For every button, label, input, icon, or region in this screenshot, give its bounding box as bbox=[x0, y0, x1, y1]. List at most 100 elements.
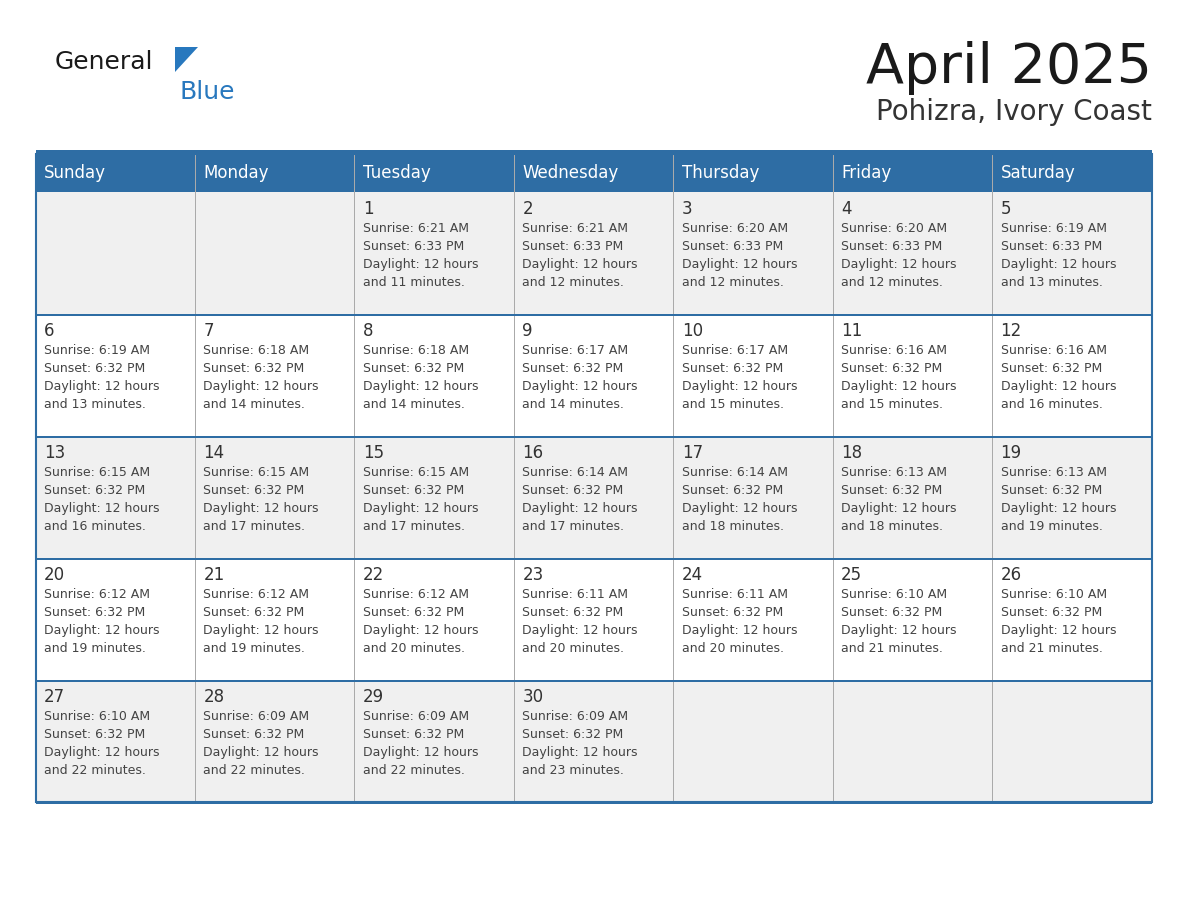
Text: Sunrise: 6:10 AM: Sunrise: 6:10 AM bbox=[1000, 588, 1107, 601]
Text: Sunset: 6:32 PM: Sunset: 6:32 PM bbox=[841, 606, 942, 619]
Text: and 15 minutes.: and 15 minutes. bbox=[682, 398, 784, 411]
Text: Daylight: 12 hours: Daylight: 12 hours bbox=[1000, 380, 1116, 393]
Text: 22: 22 bbox=[362, 566, 384, 584]
Text: and 17 minutes.: and 17 minutes. bbox=[203, 520, 305, 533]
Text: 15: 15 bbox=[362, 444, 384, 462]
Text: Sunset: 6:32 PM: Sunset: 6:32 PM bbox=[203, 362, 304, 375]
Bar bbox=[36, 558, 1152, 680]
Text: Daylight: 12 hours: Daylight: 12 hours bbox=[682, 380, 797, 393]
Text: Saturday: Saturday bbox=[1000, 164, 1075, 182]
Text: and 16 minutes.: and 16 minutes. bbox=[44, 520, 146, 533]
Text: Daylight: 12 hours: Daylight: 12 hours bbox=[362, 746, 479, 759]
Text: Sunrise: 6:15 AM: Sunrise: 6:15 AM bbox=[362, 466, 469, 479]
Text: Daylight: 12 hours: Daylight: 12 hours bbox=[523, 746, 638, 759]
Text: Sunset: 6:33 PM: Sunset: 6:33 PM bbox=[1000, 240, 1101, 253]
Text: and 19 minutes.: and 19 minutes. bbox=[44, 642, 146, 655]
Text: Daylight: 12 hours: Daylight: 12 hours bbox=[523, 502, 638, 515]
Text: and 20 minutes.: and 20 minutes. bbox=[682, 642, 784, 655]
Text: 20: 20 bbox=[44, 566, 65, 584]
Text: Sunset: 6:32 PM: Sunset: 6:32 PM bbox=[682, 362, 783, 375]
Text: 7: 7 bbox=[203, 322, 214, 340]
Text: 24: 24 bbox=[682, 566, 703, 584]
Text: 8: 8 bbox=[362, 322, 373, 340]
Text: and 22 minutes.: and 22 minutes. bbox=[203, 764, 305, 777]
Text: Daylight: 12 hours: Daylight: 12 hours bbox=[1000, 502, 1116, 515]
Text: 6: 6 bbox=[44, 322, 55, 340]
Bar bbox=[674, 154, 833, 192]
Text: Daylight: 12 hours: Daylight: 12 hours bbox=[523, 380, 638, 393]
Text: Sunrise: 6:11 AM: Sunrise: 6:11 AM bbox=[682, 588, 788, 601]
Text: Sunrise: 6:15 AM: Sunrise: 6:15 AM bbox=[44, 466, 150, 479]
Text: Sunrise: 6:16 AM: Sunrise: 6:16 AM bbox=[841, 344, 947, 357]
Text: Daylight: 12 hours: Daylight: 12 hours bbox=[44, 624, 159, 637]
Text: and 14 minutes.: and 14 minutes. bbox=[523, 398, 624, 411]
Text: Daylight: 12 hours: Daylight: 12 hours bbox=[203, 746, 318, 759]
Bar bbox=[36, 154, 1152, 802]
Text: and 13 minutes.: and 13 minutes. bbox=[44, 398, 146, 411]
Text: Sunset: 6:32 PM: Sunset: 6:32 PM bbox=[44, 362, 145, 375]
Text: 23: 23 bbox=[523, 566, 544, 584]
Text: and 20 minutes.: and 20 minutes. bbox=[362, 642, 465, 655]
Text: 19: 19 bbox=[1000, 444, 1022, 462]
Text: Sunset: 6:32 PM: Sunset: 6:32 PM bbox=[523, 484, 624, 497]
Text: and 19 minutes.: and 19 minutes. bbox=[1000, 520, 1102, 533]
Text: and 14 minutes.: and 14 minutes. bbox=[203, 398, 305, 411]
Text: 25: 25 bbox=[841, 566, 862, 584]
Text: and 17 minutes.: and 17 minutes. bbox=[362, 520, 465, 533]
Text: Sunrise: 6:11 AM: Sunrise: 6:11 AM bbox=[523, 588, 628, 601]
Text: Daylight: 12 hours: Daylight: 12 hours bbox=[362, 624, 479, 637]
Text: Sunrise: 6:09 AM: Sunrise: 6:09 AM bbox=[203, 710, 310, 723]
Text: Daylight: 12 hours: Daylight: 12 hours bbox=[841, 258, 956, 271]
Text: Pohizra, Ivory Coast: Pohizra, Ivory Coast bbox=[876, 98, 1152, 126]
Text: Sunrise: 6:09 AM: Sunrise: 6:09 AM bbox=[362, 710, 469, 723]
Text: 12: 12 bbox=[1000, 322, 1022, 340]
Text: Sunset: 6:32 PM: Sunset: 6:32 PM bbox=[841, 484, 942, 497]
Text: Blue: Blue bbox=[181, 80, 235, 104]
Text: Monday: Monday bbox=[203, 164, 268, 182]
Text: Sunrise: 6:15 AM: Sunrise: 6:15 AM bbox=[203, 466, 310, 479]
Bar bbox=[36, 314, 1152, 316]
Text: Daylight: 12 hours: Daylight: 12 hours bbox=[203, 624, 318, 637]
Text: and 11 minutes.: and 11 minutes. bbox=[362, 276, 465, 289]
Text: Sunrise: 6:14 AM: Sunrise: 6:14 AM bbox=[523, 466, 628, 479]
Text: Sunset: 6:32 PM: Sunset: 6:32 PM bbox=[362, 728, 465, 741]
Text: Sunset: 6:33 PM: Sunset: 6:33 PM bbox=[682, 240, 783, 253]
Bar bbox=[36, 436, 1152, 438]
Text: Sunset: 6:32 PM: Sunset: 6:32 PM bbox=[682, 484, 783, 497]
Bar bbox=[833, 154, 992, 192]
Text: 18: 18 bbox=[841, 444, 862, 462]
Text: Sunrise: 6:13 AM: Sunrise: 6:13 AM bbox=[841, 466, 947, 479]
Bar bbox=[36, 436, 1152, 558]
Text: Wednesday: Wednesday bbox=[523, 164, 619, 182]
Text: 2: 2 bbox=[523, 200, 533, 218]
Text: 13: 13 bbox=[44, 444, 65, 462]
Text: Thursday: Thursday bbox=[682, 164, 759, 182]
Text: 29: 29 bbox=[362, 688, 384, 706]
Text: and 16 minutes.: and 16 minutes. bbox=[1000, 398, 1102, 411]
Text: Sunrise: 6:10 AM: Sunrise: 6:10 AM bbox=[841, 588, 947, 601]
Text: 21: 21 bbox=[203, 566, 225, 584]
Text: Daylight: 12 hours: Daylight: 12 hours bbox=[682, 624, 797, 637]
Bar bbox=[196, 154, 355, 192]
Text: and 13 minutes.: and 13 minutes. bbox=[1000, 276, 1102, 289]
Text: Sunrise: 6:10 AM: Sunrise: 6:10 AM bbox=[44, 710, 150, 723]
Text: Sunrise: 6:16 AM: Sunrise: 6:16 AM bbox=[1000, 344, 1106, 357]
Bar bbox=[36, 802, 1152, 804]
Text: 1: 1 bbox=[362, 200, 373, 218]
Text: Daylight: 12 hours: Daylight: 12 hours bbox=[44, 502, 159, 515]
Bar bbox=[36, 558, 1152, 559]
Text: Daylight: 12 hours: Daylight: 12 hours bbox=[1000, 258, 1116, 271]
Text: and 15 minutes.: and 15 minutes. bbox=[841, 398, 943, 411]
Text: Sunset: 6:32 PM: Sunset: 6:32 PM bbox=[1000, 606, 1101, 619]
Bar bbox=[514, 154, 674, 192]
Bar bbox=[992, 154, 1152, 192]
Text: April 2025: April 2025 bbox=[866, 41, 1152, 95]
Bar bbox=[36, 154, 196, 192]
Text: 27: 27 bbox=[44, 688, 65, 706]
Text: Sunrise: 6:21 AM: Sunrise: 6:21 AM bbox=[362, 222, 469, 235]
Text: Daylight: 12 hours: Daylight: 12 hours bbox=[523, 624, 638, 637]
Text: and 23 minutes.: and 23 minutes. bbox=[523, 764, 624, 777]
Text: 30: 30 bbox=[523, 688, 543, 706]
Text: Friday: Friday bbox=[841, 164, 891, 182]
Text: Daylight: 12 hours: Daylight: 12 hours bbox=[841, 624, 956, 637]
